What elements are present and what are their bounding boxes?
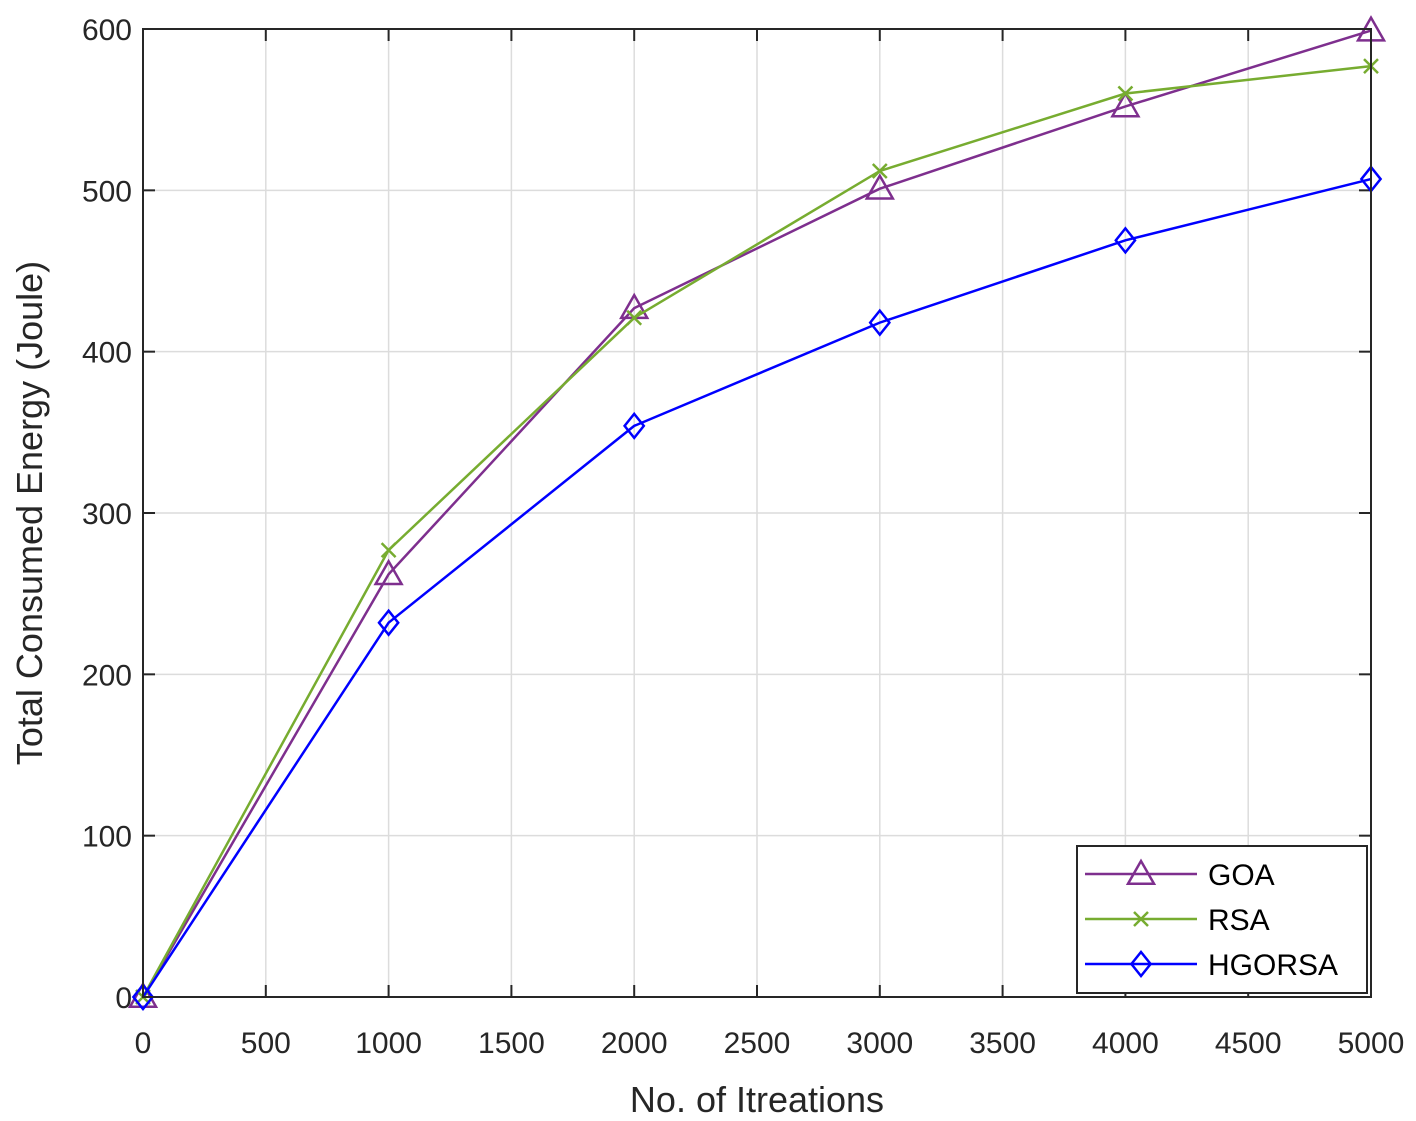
data-point-goa bbox=[373, 558, 404, 586]
legend-entry-goa: GOA bbox=[1085, 858, 1275, 892]
grid bbox=[143, 29, 1371, 997]
y-tick-label: 100 bbox=[82, 821, 132, 854]
data-point-rsa bbox=[380, 542, 397, 558]
x-tick-label: 1000 bbox=[355, 1027, 422, 1060]
series-line-hgorsa bbox=[141, 177, 1372, 998]
legend-label: RSA bbox=[1208, 904, 1270, 937]
data-point-hgorsa bbox=[131, 982, 155, 1012]
legend-marker bbox=[1129, 949, 1153, 979]
series-rsa bbox=[135, 58, 1379, 1005]
x-tick-label: 3000 bbox=[846, 1027, 913, 1060]
data-point-rsa bbox=[871, 163, 888, 179]
x-tick-label: 2500 bbox=[724, 1027, 791, 1060]
y-tick-label: 600 bbox=[82, 14, 132, 47]
legend-entry-rsa: RSA bbox=[1085, 904, 1270, 937]
data-point-hgorsa bbox=[1114, 226, 1137, 255]
series-line-goa bbox=[141, 29, 1372, 998]
legend-marker bbox=[1125, 858, 1157, 885]
legend-entry-hgorsa: HGORSA bbox=[1085, 949, 1338, 982]
x-axis-label: No. of Itreations bbox=[630, 1079, 884, 1120]
y-tick-label: 0 bbox=[115, 982, 132, 1015]
data-point-goa bbox=[864, 173, 895, 200]
x-tick-label: 1500 bbox=[478, 1027, 545, 1060]
y-tick-label: 500 bbox=[82, 175, 132, 208]
data-point-rsa bbox=[626, 309, 643, 326]
x-tick-label: 500 bbox=[241, 1027, 291, 1060]
series-layer bbox=[127, 15, 1387, 1012]
y-axis-label: Total Consumed Energy (Joule) bbox=[9, 261, 50, 765]
data-point-hgorsa bbox=[377, 608, 400, 637]
data-point-goa bbox=[127, 981, 159, 1008]
plot-frame bbox=[142, 28, 1372, 998]
data-point-hgorsa bbox=[868, 308, 892, 337]
legend-marker bbox=[1133, 911, 1149, 927]
legend-label: HGORSA bbox=[1208, 949, 1338, 982]
x-tick-label: 2000 bbox=[601, 1027, 668, 1060]
y-axis-ticks: 0 100 200 300 400 500 600 bbox=[82, 14, 1371, 1015]
x-tick-label: 3500 bbox=[969, 1027, 1036, 1060]
legend: GOA RSA HGORSA bbox=[1076, 845, 1368, 994]
data-point-hgorsa bbox=[622, 411, 646, 440]
series-line-rsa bbox=[141, 64, 1372, 998]
x-tick-label: 5000 bbox=[1338, 1027, 1405, 1060]
series-hgorsa bbox=[131, 165, 1383, 1012]
y-tick-label: 300 bbox=[82, 498, 132, 531]
x-axis-ticks: 0 500 1000 1500 2000 2500 3000 3500 4000 4500 5000 bbox=[135, 29, 1405, 1060]
x-tick-label: 0 bbox=[135, 1027, 152, 1060]
legend-label: GOA bbox=[1208, 859, 1275, 892]
data-point-rsa bbox=[1117, 85, 1134, 102]
data-point-goa bbox=[1110, 90, 1141, 118]
legend-entries: GOA RSA HGORSA bbox=[1085, 858, 1338, 982]
x-tick-label: 4000 bbox=[1092, 1027, 1159, 1060]
x-tick-label: 4500 bbox=[1215, 1027, 1282, 1060]
y-tick-label: 400 bbox=[82, 337, 132, 370]
y-tick-label: 200 bbox=[82, 659, 132, 692]
